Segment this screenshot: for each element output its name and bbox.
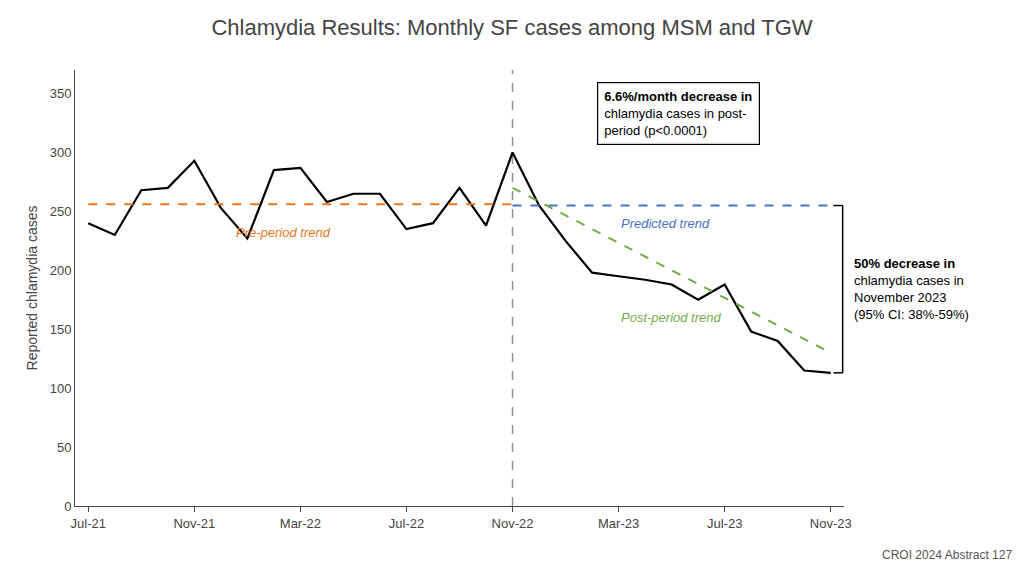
svg-text:Chlamydia Results: Monthly SF: Chlamydia Results: Monthly SF cases amon…: [211, 15, 812, 40]
svg-text:350: 350: [50, 86, 72, 101]
svg-text:Mar-23: Mar-23: [598, 516, 639, 531]
svg-text:50: 50: [57, 440, 71, 455]
svg-text:Nov-22: Nov-22: [492, 516, 534, 531]
svg-text:100: 100: [50, 381, 72, 396]
svg-text:200: 200: [50, 263, 72, 278]
svg-text:CROI 2024 Abstract 127: CROI 2024 Abstract 127: [882, 548, 1012, 562]
svg-text:Jul-23: Jul-23: [707, 516, 742, 531]
svg-text:150: 150: [50, 322, 72, 337]
svg-text:Predicted trend: Predicted trend: [621, 216, 710, 231]
svg-text:Reported chlamydia cases: Reported chlamydia cases: [24, 206, 40, 371]
svg-text:Nov-23: Nov-23: [810, 516, 852, 531]
svg-text:0: 0: [64, 499, 71, 514]
svg-text:Jul-21: Jul-21: [71, 516, 106, 531]
svg-text:Post-period trend: Post-period trend: [621, 310, 721, 325]
svg-text:Mar-22: Mar-22: [280, 516, 321, 531]
svg-text:Pre-period trend: Pre-period trend: [236, 225, 331, 240]
svg-text:Jul-22: Jul-22: [389, 516, 424, 531]
svg-text:Nov-21: Nov-21: [173, 516, 215, 531]
svg-text:250: 250: [50, 204, 72, 219]
svg-text:50% decrease inchlamydia cases: 50% decrease inchlamydia cases inNovembe…: [854, 256, 969, 322]
svg-text:300: 300: [50, 145, 72, 160]
svg-text:6.6%/month decrease inchlamydi: 6.6%/month decrease inchlamydia cases in…: [604, 89, 752, 138]
